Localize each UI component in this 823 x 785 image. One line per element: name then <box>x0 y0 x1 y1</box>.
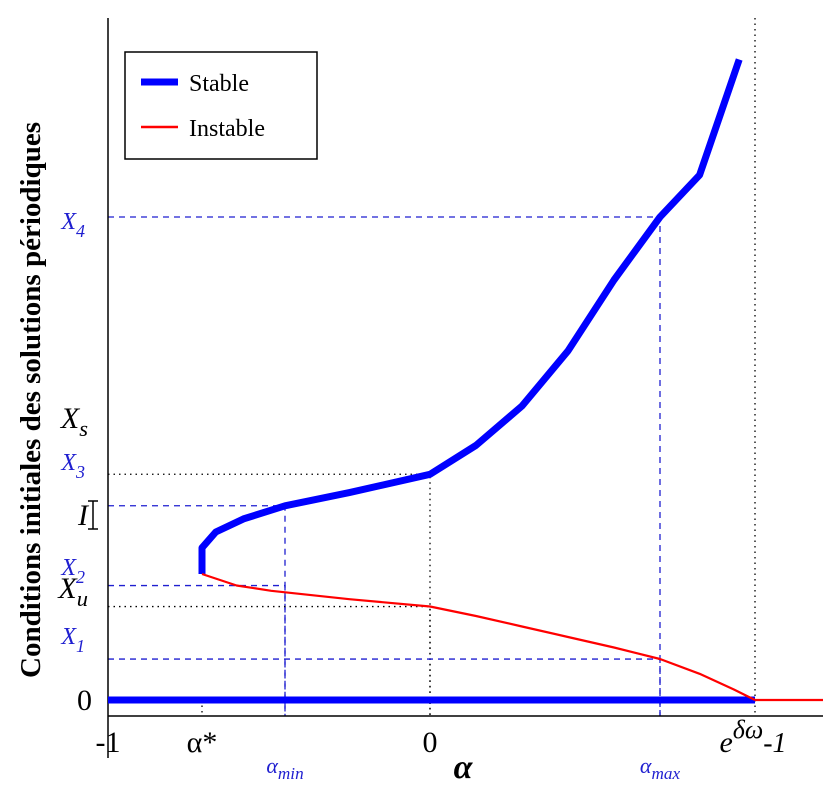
ref-line-0 <box>108 216 661 716</box>
y-tick-label-Xs: Xs <box>60 402 88 441</box>
x-tick-label-alpha_min: αmin <box>266 753 303 783</box>
y-axis-title: Conditions initiales des solutions pério… <box>15 122 47 678</box>
ref-line-3 <box>108 584 286 716</box>
ref-line-5 <box>108 658 661 716</box>
x-tick-label-alpha_max: αmax <box>640 753 681 783</box>
x-tick-labels: -1 α* αmin 0 αmax eδω-1 <box>96 715 787 783</box>
x-tick-label-alpha_star: α* <box>187 726 218 759</box>
y-tick-label-X1: X1 <box>60 624 85 656</box>
x-tick-label-edw: eδω-1 <box>719 715 786 759</box>
y-tick-label-I: I <box>77 499 90 532</box>
plot-series <box>108 58 823 704</box>
x-tick-label-zero: 0 <box>423 726 438 759</box>
y-tick-label-X2: X2 <box>60 555 85 587</box>
interval-bracket-icon <box>88 500 98 530</box>
axes <box>107 18 823 758</box>
legend: Stable Instable <box>124 51 318 160</box>
y-tick-label-zero: 0 <box>77 684 92 717</box>
series-stable-curve-1 <box>198 58 743 574</box>
legend-box <box>124 51 318 160</box>
y-tick-label-Xu: Xu <box>57 572 88 611</box>
series-instable-curve-0 <box>201 572 756 701</box>
x-axis-title: α <box>454 749 474 785</box>
ref-line-2 <box>108 505 286 716</box>
legend-label-stable: Stable <box>189 71 249 97</box>
legend-label-instable: Instable <box>189 116 265 142</box>
y-tick-label-X3: X3 <box>60 450 85 482</box>
y-tick-label-X4: X4 <box>60 209 85 241</box>
x-tick-label-neg_one: -1 <box>96 726 121 759</box>
